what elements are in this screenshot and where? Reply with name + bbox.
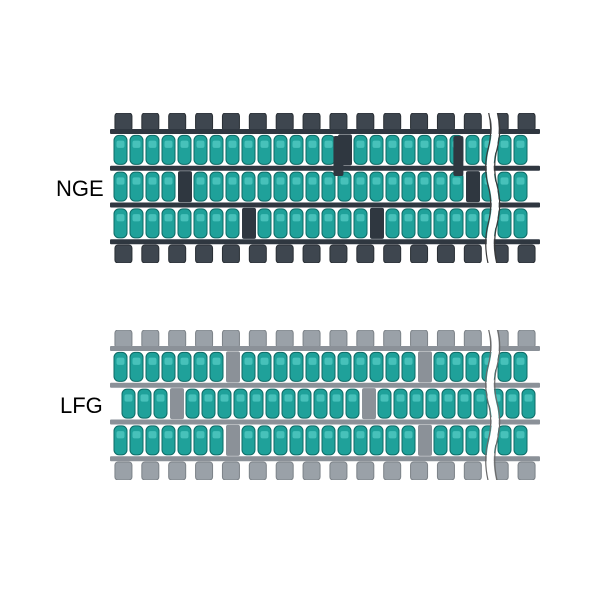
belt-lfg [110,330,540,480]
lfg-label: LFG [60,393,103,419]
nge-label: NGE [56,176,104,202]
diagram-canvas: NGE LFG [0,0,600,600]
belt-nge [110,113,540,263]
